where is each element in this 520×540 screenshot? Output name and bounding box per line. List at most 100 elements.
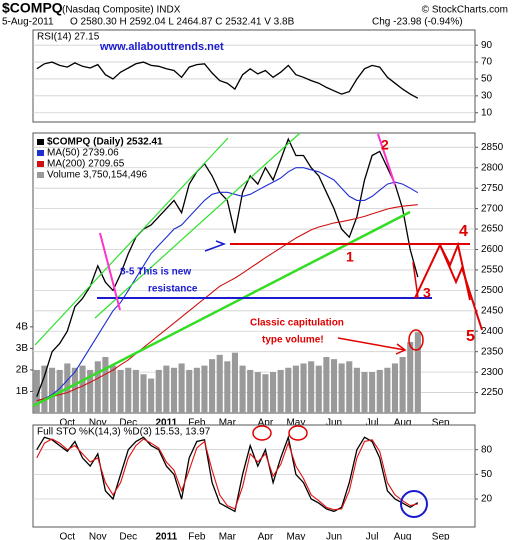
volume-bar	[216, 354, 223, 413]
wave-label: 4	[459, 223, 468, 240]
wave-label: 1	[346, 249, 354, 265]
x-tick-label: Jun	[326, 418, 342, 429]
legend-entry: MA(200) 2709.65	[47, 159, 125, 170]
volume-bar	[285, 367, 292, 413]
x-tick-label: Aug	[394, 418, 412, 429]
volume-bar	[140, 374, 147, 413]
y-tick-label: 2250	[481, 387, 504, 398]
volume-bar	[209, 359, 216, 413]
volume-bar	[41, 365, 48, 413]
wave-label: 2	[381, 137, 389, 153]
volume-bar	[277, 369, 284, 413]
volume-bar	[132, 369, 139, 413]
y2-tick-label: 1B	[16, 386, 29, 397]
volume-bar	[102, 357, 109, 413]
x-tick-label: Feb	[188, 418, 206, 429]
arrow	[395, 343, 407, 355]
volume-bar	[353, 367, 360, 413]
x-tick-label: Apr	[258, 532, 274, 540]
projection	[439, 244, 483, 331]
x-tick-label: Dec	[119, 532, 137, 540]
legend-swatch	[37, 161, 44, 167]
legend-entry: $COMPQ (Daily) 2532.41	[47, 137, 163, 148]
series-line	[36, 61, 419, 99]
panel-title: RSI(14) 27.15	[37, 32, 100, 43]
volume-bar	[155, 369, 162, 413]
y-tick-label: 20	[481, 494, 493, 505]
y-tick-label: 2600	[481, 244, 504, 255]
volume-bar	[193, 367, 200, 413]
volume-bar	[376, 369, 383, 413]
volume-bar	[384, 367, 391, 413]
volume-bar	[49, 367, 56, 413]
wave-label: 3	[423, 285, 431, 301]
volume-bar	[201, 365, 208, 413]
x-tick-label: Oct	[60, 418, 76, 429]
volume-bar	[330, 359, 338, 413]
note: type volume!	[262, 335, 324, 346]
symbol-name: (Nasdaq Composite) INDX	[62, 5, 181, 16]
volume-bar	[270, 372, 277, 413]
y-tick-label: 50	[481, 74, 493, 85]
x-tick-label: Nov	[89, 532, 107, 540]
y-tick-label: 10	[481, 107, 493, 118]
volume-bar	[300, 363, 307, 413]
volume-bar	[247, 369, 254, 413]
y-tick-label: 2550	[481, 265, 504, 276]
volume-bar	[391, 363, 399, 413]
x-tick-label: 2011	[156, 532, 178, 540]
volume-bar	[125, 367, 132, 413]
y-tick-label: 90	[481, 40, 493, 51]
wave-label: 5	[466, 328, 475, 345]
volume-bar	[79, 365, 86, 413]
volume-bar	[224, 361, 231, 413]
volume-bar	[163, 365, 170, 413]
marker-line	[377, 133, 396, 186]
x-tick-label: Dec	[119, 418, 137, 429]
x-tick-label: Apr	[258, 418, 274, 429]
volume-bar	[117, 369, 124, 413]
annotations: www.allabouttrends.net 8-5 This is new r…	[32, 41, 483, 518]
x-tick-label: Jul	[366, 532, 379, 540]
volume-bar	[178, 363, 185, 413]
series-line	[36, 204, 418, 402]
volume-bar	[148, 378, 155, 413]
legend-entry: Volume 3,750,154,496	[47, 170, 148, 181]
highlight	[252, 425, 272, 441]
note: Classic capitulation	[250, 318, 344, 329]
legend-swatch	[37, 172, 44, 178]
x-tick-label: Oct	[60, 532, 76, 540]
website: www.allabouttrends.net	[99, 41, 224, 53]
symbol: $COMPQ	[2, 0, 63, 16]
x-tick-label: May	[286, 532, 305, 540]
volume-bar	[407, 341, 414, 413]
x-tick-label: Sep	[432, 418, 450, 429]
volume-bar	[292, 365, 299, 413]
projection	[414, 241, 471, 301]
y-tick-label: 2450	[481, 305, 504, 316]
x-tick-label: Mar	[219, 532, 237, 540]
y-tick-label: 2400	[481, 326, 504, 337]
volume-bar	[338, 363, 345, 413]
volume-bar	[414, 332, 421, 413]
volume-bar	[33, 369, 40, 413]
y-tick-label: 30	[481, 90, 493, 101]
legend-swatch	[37, 150, 44, 156]
x-tick-label: Mar	[219, 418, 237, 429]
arrow	[204, 240, 227, 252]
x-tick-label: Nov	[89, 418, 107, 429]
volume-bar	[361, 372, 368, 413]
volume-bar	[323, 357, 330, 413]
x-tick-label: Sep	[432, 532, 450, 540]
y2-tick-label: 3B	[16, 343, 29, 354]
y-tick-label: 2850	[481, 142, 504, 153]
y-tick-label: 80	[481, 444, 493, 455]
date: 5-Aug-2011	[2, 17, 54, 28]
x-tick-label: Jul	[366, 418, 379, 429]
y-tick-label: 2500	[481, 285, 504, 296]
y-tick-label: 70	[481, 57, 493, 68]
y-tick-label: 2300	[481, 367, 504, 378]
marker-line	[99, 232, 121, 311]
note: resistance	[148, 284, 198, 295]
